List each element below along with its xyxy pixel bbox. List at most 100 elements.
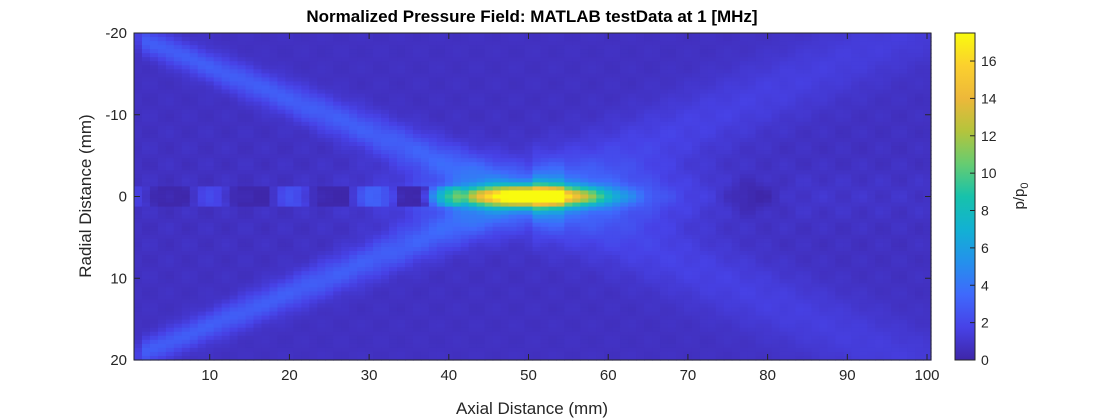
heatmap-cell	[460, 246, 470, 252]
heatmap-cell	[317, 158, 326, 163]
heatmap-cell	[444, 41, 454, 46]
heatmap-cell	[269, 339, 279, 345]
heatmap-cell	[381, 97, 390, 103]
heatmap-cell	[197, 218, 207, 224]
heatmap-cell	[404, 125, 414, 131]
heatmap-cell	[428, 331, 438, 337]
heatmap-cell	[181, 182, 191, 188]
heatmap-cell	[317, 53, 326, 58]
heatmap-cell	[508, 263, 518, 268]
heatmap-cell	[580, 178, 589, 183]
heatmap-cell	[325, 186, 334, 192]
heatmap-cell	[572, 190, 581, 196]
heatmap-cell	[484, 166, 494, 171]
heatmap-cell	[253, 351, 263, 357]
heatmap-cell	[213, 97, 223, 103]
heatmap-cell	[397, 295, 406, 301]
heatmap-cell	[404, 295, 414, 301]
heatmap-cell	[389, 355, 398, 361]
heatmap-cell	[588, 271, 597, 276]
heatmap-cell	[157, 234, 167, 240]
heatmap-cell	[141, 271, 151, 276]
heatmap-cell	[165, 190, 175, 196]
heatmap-cell	[460, 230, 470, 236]
heatmap-cell	[213, 279, 223, 284]
heatmap-cell	[580, 49, 589, 54]
heatmap-cell	[548, 53, 558, 58]
heatmap-cell	[205, 283, 215, 288]
heatmap-cell	[205, 105, 215, 111]
heatmap-cell	[317, 295, 326, 301]
heatmap-cell	[173, 61, 183, 66]
heatmap-cell	[253, 61, 263, 66]
heatmap-cell	[460, 331, 470, 337]
heatmap-cell	[325, 158, 334, 163]
heatmap-cell	[301, 327, 310, 333]
heatmap-cell	[261, 186, 271, 192]
heatmap-cell	[221, 41, 231, 46]
heatmap-cell	[197, 190, 207, 196]
heatmap-cell	[181, 154, 191, 159]
heatmap-cell	[341, 77, 350, 83]
heatmap-cell	[460, 210, 470, 216]
heatmap-cell	[349, 93, 358, 99]
heatmap-cell	[548, 198, 558, 204]
heatmap-cell	[309, 105, 318, 111]
heatmap-cell	[436, 283, 446, 288]
heatmap-cell	[173, 65, 183, 70]
heatmap-cell	[141, 267, 151, 272]
heatmap-cell	[572, 218, 581, 224]
heatmap-cell	[452, 303, 462, 309]
heatmap-cell	[333, 214, 342, 220]
heatmap-cell	[349, 242, 358, 248]
heatmap-cell	[620, 105, 629, 111]
heatmap-cell	[500, 53, 510, 58]
heatmap-cell	[213, 81, 223, 87]
heatmap-cell	[468, 162, 478, 167]
heatmap-cell	[412, 154, 422, 159]
heatmap-cell	[221, 275, 231, 280]
heatmap-cell	[556, 158, 565, 163]
heatmap-cell	[373, 190, 382, 196]
heatmap-cell	[452, 57, 462, 62]
heatmap-cell	[261, 117, 271, 123]
heatmap-cell	[397, 339, 406, 345]
heatmap-cell	[205, 246, 215, 252]
heatmap-cell	[173, 41, 183, 46]
heatmap-cell	[317, 162, 326, 167]
heatmap-cell	[532, 129, 542, 135]
heatmap-cell	[285, 255, 294, 260]
heatmap-cell	[221, 238, 231, 244]
heatmap-cell	[333, 170, 342, 175]
heatmap-cell	[149, 125, 159, 131]
heatmap-cell	[580, 194, 589, 200]
heatmap-cell	[349, 246, 358, 252]
heatmap-cell	[333, 81, 342, 87]
heatmap-cell	[588, 351, 597, 357]
heatmap-cell	[213, 73, 223, 79]
heatmap-cell	[444, 238, 454, 244]
heatmap-cell	[237, 53, 247, 58]
heatmap-cell	[596, 238, 605, 244]
heatmap-cell	[444, 218, 454, 224]
heatmap-cell	[564, 182, 573, 188]
heatmap-cell	[237, 246, 247, 252]
heatmap-cell	[341, 182, 350, 188]
heatmap-cell	[468, 291, 478, 297]
heatmap-cell	[412, 251, 422, 256]
heatmap-cell	[173, 251, 183, 256]
heatmap-cell	[436, 246, 446, 252]
heatmap-cell	[420, 57, 430, 62]
heatmap-cell	[189, 271, 199, 276]
heatmap-cell	[253, 339, 263, 345]
heatmap-cell	[460, 214, 470, 220]
heatmap-cell	[460, 121, 470, 127]
heatmap-cell	[524, 146, 534, 151]
heatmap-cell	[484, 186, 494, 192]
heatmap-cell	[189, 174, 199, 179]
heatmap-cell	[293, 65, 302, 70]
heatmap-cell	[612, 154, 621, 159]
heatmap-cell	[165, 291, 175, 297]
heatmap-cell	[452, 182, 462, 188]
heatmap-cell	[173, 279, 183, 284]
